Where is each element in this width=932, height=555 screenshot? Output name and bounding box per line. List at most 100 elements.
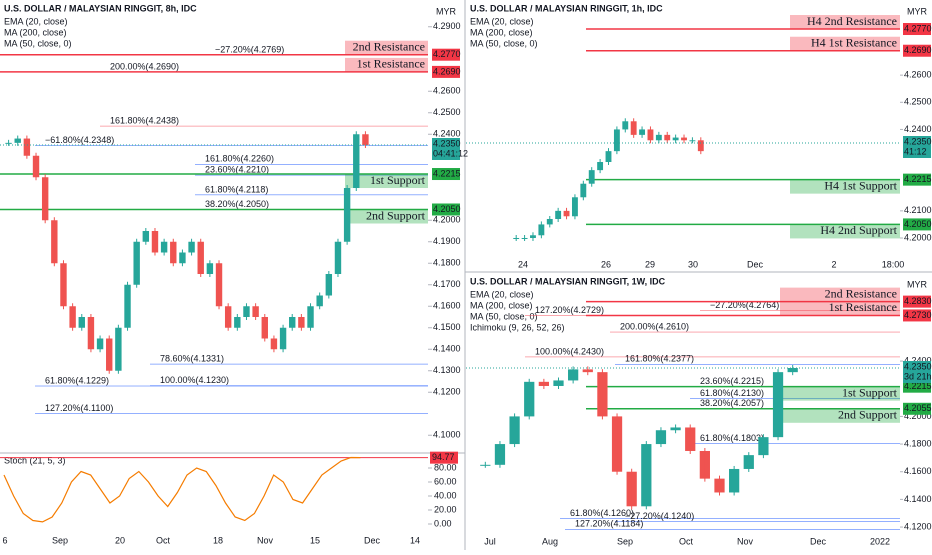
level-name: H4 2nd Resistance [807,14,897,28]
price-tag [432,65,460,78]
indicator: EMA (20, close) [470,16,534,26]
y-tick-label: 0.00 [434,518,452,528]
currency: MYR [907,279,928,289]
indicator: EMA (20, close) [470,289,534,299]
x-tick-label: Dec [747,259,764,269]
x-tick-label: Jul [484,536,496,546]
fib-label: 78.60%(4.1331) [160,353,224,363]
y-tick-label: 4.1300 [433,365,461,375]
indicator: MA (50, close, 0) [4,38,72,48]
y-tick-label: 4.1600 [904,466,932,476]
level-price: 4.2215 [904,174,932,184]
price-tag [903,44,931,57]
x-tick-label: 29 [645,259,655,269]
x-tick-label: 24 [518,259,528,269]
y-tick-label: 4.2400 [904,124,932,134]
y-tick-label: 4.2400 [904,355,932,365]
level-zone [345,40,428,55]
price-tag [432,203,460,216]
level-price: 4.2215 [433,168,461,178]
stoch-title: Stoch (21, 5, 3) [4,455,66,465]
y-tick-label: 4.2600 [904,70,932,80]
level-price: 4.2690 [433,66,461,76]
x-tick-label: Nov [257,535,274,545]
level-price: 4.2770 [904,23,932,33]
last-price: 4.2350 [904,136,932,146]
price-tag [903,380,931,393]
indicator: Ichimoku (9, 26, 52, 26) [470,322,565,332]
y-tick-label: 4.2000 [433,215,461,225]
y-tick-label: 4.1700 [433,279,461,289]
level-price: 4.2830 [904,296,932,306]
price-tag [432,138,460,160]
currency: MYR [907,6,928,16]
currency: MYR [436,6,457,16]
indicator: EMA (20, close) [4,16,68,26]
y-tick-label: 4.1800 [433,258,461,268]
level-zone [345,174,428,189]
fib-label: 200.00%(4.2690) [110,61,179,71]
fib-label: 38.20%(4.2057) [700,398,764,408]
indicator: MA (200, close) [4,27,67,37]
y-tick-label: 4.2500 [904,97,932,107]
x-tick-label: 14 [410,535,420,545]
indicator: MA (200, close) [470,300,533,310]
y-tick-label: 4.1200 [433,387,461,397]
y-tick-label: 80.00 [434,462,457,472]
price-tag [430,451,458,464]
y-tick-label: 4.1600 [433,301,461,311]
panel-title: U.S. DOLLAR / MALAYSIAN RINGGIT, 1W, IDC [470,276,666,286]
level-price: 4.2050 [904,219,932,229]
fib-label: 127.20%(4.2729) [535,305,604,315]
price-tag [903,173,931,186]
level-zone [790,179,900,194]
fib-label: 61.80%(4.1803) [700,433,764,443]
fib-label: 127.20%(4.1100) [45,403,113,413]
x-tick-label: Sep [52,535,68,545]
panel-title: U.S. DOLLAR / MALAYSIAN RINGGIT, 8h, IDC [4,3,197,13]
level-name: 2nd Resistance [825,286,897,300]
level-name: 2nd Support [838,408,898,422]
fib-label: −61.80%(4.2348) [45,135,114,145]
fib-label: 200.00%(4.2610) [620,321,689,331]
countdown: 3d 21h [904,371,932,381]
y-tick-label: 4.1500 [433,322,461,332]
price-tag [903,361,931,383]
price-tag [903,136,931,158]
y-tick-label: 20.00 [434,504,457,514]
y-tick-label: 4.1000 [433,430,461,440]
x-tick-label: 18 [213,535,223,545]
price-tag [903,309,931,322]
level-name: H4 2nd Support [820,223,897,237]
fib-label: 161.80%(4.2260) [205,154,274,164]
fib-label: 161.80%(4.2438) [110,115,179,125]
price-tag [903,218,931,231]
level-name: H4 1st Support [824,178,897,192]
x-tick-label: 6 [2,535,7,545]
fib-label: 61.80%(4.1229) [45,375,109,385]
last-price: 4.2350 [433,138,461,148]
x-tick-label: 2022 [870,536,890,546]
level-zone [780,408,900,423]
y-tick-label: 4.2100 [904,205,932,215]
level-name: H4 1st Resistance [811,35,897,49]
fib-label: 61.80%(4.2118) [205,184,268,194]
level-price: 4.2050 [433,204,461,214]
y-tick-label: 4.1800 [904,438,932,448]
y-tick-label: 4.2000 [904,411,932,421]
level-name: 1st Resistance [357,57,425,71]
price-tag [903,295,931,308]
price-tag [903,402,931,415]
level-zone [790,224,900,239]
x-tick-label: Nov [737,536,754,546]
level-price: 4.2730 [904,310,932,320]
level-name: 1st Resistance [829,300,897,314]
fib-label: −27.20%(4.2764) [710,300,779,310]
level-price: 4.2215 [904,381,932,391]
x-tick-label: Dec [364,535,381,545]
y-tick-label: 60.00 [434,476,457,486]
fib-label: 61.80%(4.2130) [700,388,764,398]
level-zone [780,301,900,316]
y-tick-label: 4.2000 [904,232,932,242]
level-zone [790,15,900,30]
